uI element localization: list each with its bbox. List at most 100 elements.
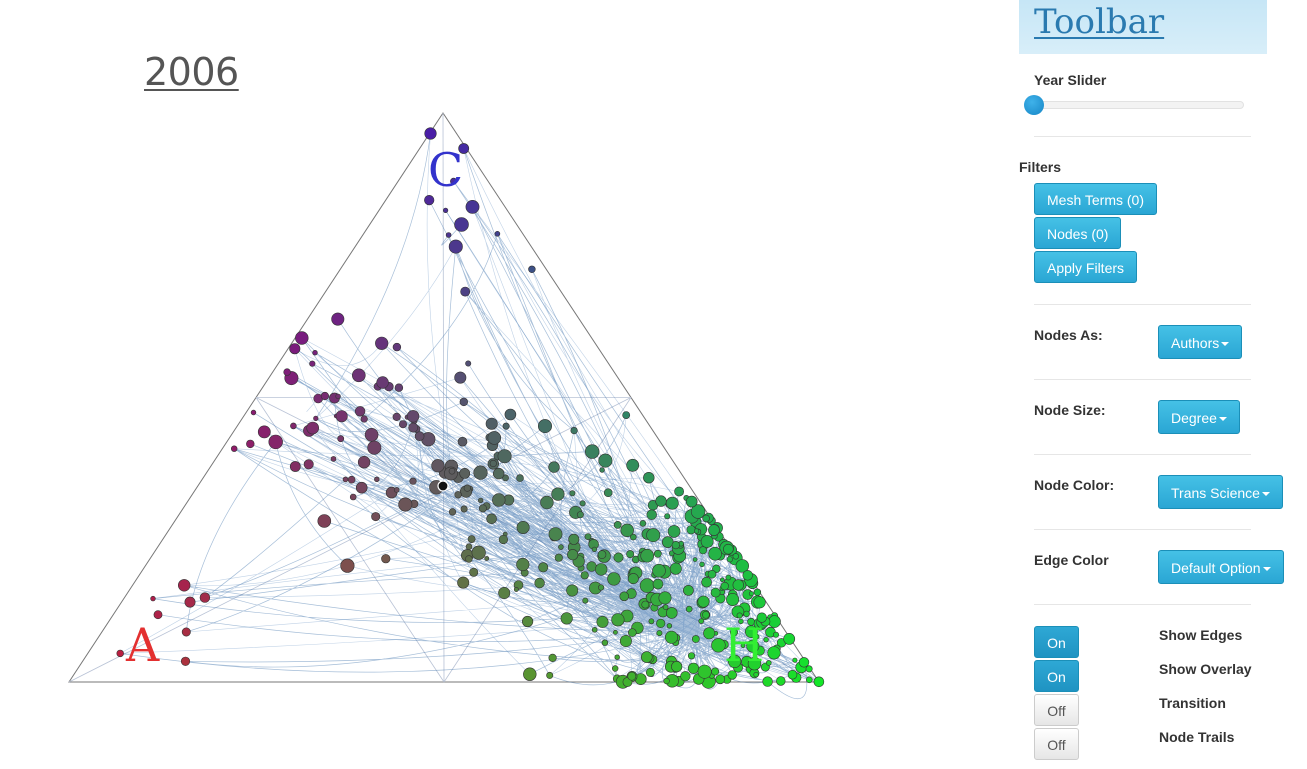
- toolbar-panel: Toolbar Year Slider Filters Mesh Terms (…: [1019, 0, 1284, 769]
- network-node: [445, 232, 452, 238]
- transition-toggle[interactable]: Off: [1034, 694, 1079, 726]
- network-node: [611, 613, 625, 627]
- network-node: [487, 431, 502, 445]
- node-trails-toggle[interactable]: Off: [1034, 728, 1079, 760]
- network-node: [720, 581, 729, 591]
- network-node: [153, 610, 163, 620]
- network-node: [548, 527, 563, 541]
- network-node: [354, 406, 366, 417]
- network-node: [701, 576, 712, 588]
- network-node: [335, 410, 348, 423]
- show-overlay-label: Show Overlay: [1159, 661, 1252, 677]
- apply-filters-button[interactable]: Apply Filters: [1034, 251, 1138, 283]
- caret-down-icon: [1221, 342, 1230, 347]
- network-node: [613, 629, 618, 635]
- network-node: [303, 459, 314, 470]
- network-node: [725, 574, 732, 581]
- network-node: [611, 665, 619, 672]
- network-node: [414, 431, 425, 442]
- network-node: [658, 591, 672, 605]
- toolbar-header: Toolbar: [1019, 0, 1267, 54]
- network-node: [753, 671, 759, 678]
- node-color-dropdown[interactable]: Trans Science: [1158, 475, 1283, 509]
- corner-label-c: C: [428, 143, 464, 197]
- network-node: [732, 579, 744, 591]
- network-node: [663, 677, 670, 685]
- network-node: [534, 577, 545, 589]
- network-node: [569, 490, 576, 497]
- node-color-value: Trans Science: [1171, 485, 1260, 501]
- network-node: [746, 639, 760, 653]
- network-node: [702, 610, 710, 619]
- network-node: [398, 497, 413, 512]
- network-node: [567, 549, 579, 561]
- divider: [1034, 604, 1251, 605]
- network-node: [375, 336, 389, 350]
- show-edges-toggle[interactable]: On: [1034, 626, 1079, 658]
- network-node: [707, 569, 717, 579]
- network-node: [627, 573, 639, 585]
- network-node: [497, 449, 512, 464]
- network-node: [342, 476, 349, 483]
- network-node: [371, 512, 381, 522]
- network-node: [498, 586, 511, 599]
- network-node: [711, 638, 726, 653]
- network-node: [639, 520, 647, 527]
- nodes-as-value: Authors: [1171, 335, 1220, 351]
- edge-color-dropdown[interactable]: Default Option: [1158, 550, 1284, 584]
- network-node: [393, 487, 400, 493]
- network-node: [813, 676, 825, 688]
- network-node: [374, 476, 380, 482]
- network-node: [465, 555, 473, 563]
- network-node: [457, 576, 470, 589]
- nodes-as-label: Nodes As:: [1034, 327, 1103, 343]
- mesh-terms-button[interactable]: Mesh Terms (0): [1034, 183, 1157, 215]
- overlay-line: [68, 397, 632, 683]
- show-overlay-toggle[interactable]: On: [1034, 660, 1079, 692]
- network-node: [257, 425, 271, 439]
- network-node: [745, 625, 758, 638]
- network-node: [493, 467, 505, 480]
- network-node: [523, 667, 537, 681]
- network-node: [392, 342, 402, 352]
- network-node: [409, 477, 417, 485]
- network-node: [448, 467, 456, 475]
- network-node: [548, 653, 557, 663]
- network-node: [591, 546, 598, 553]
- network-node: [626, 458, 640, 472]
- network-node: [554, 553, 563, 562]
- year-slider-track[interactable]: [1034, 101, 1244, 109]
- nodes-filter-button[interactable]: Nodes (0): [1034, 217, 1122, 249]
- network-node: [607, 572, 621, 586]
- network-node: [719, 577, 725, 583]
- network-node: [762, 676, 773, 687]
- network-node: [454, 371, 467, 384]
- network-node: [516, 557, 530, 572]
- nodes-as-dropdown[interactable]: Authors: [1158, 325, 1243, 359]
- network-node: [756, 612, 767, 623]
- overlay-grid: [68, 112, 820, 683]
- year-slider-handle[interactable]: [1024, 95, 1044, 115]
- network-node: [738, 618, 744, 625]
- network-node: [603, 488, 613, 498]
- network-node: [521, 615, 534, 628]
- network-node: [357, 456, 371, 469]
- edges-layer: [120, 133, 820, 700]
- node-size-dropdown[interactable]: Degree: [1158, 400, 1240, 434]
- node-size-value: Degree: [1171, 410, 1217, 426]
- network-node: [655, 495, 667, 507]
- network-node: [478, 497, 484, 504]
- network-visualization[interactable]: 2006 C A H: [0, 0, 1000, 769]
- network-node: [463, 484, 471, 492]
- edge-color-label: Edge Color: [1034, 552, 1109, 568]
- network-node: [667, 525, 681, 538]
- network-node: [656, 630, 663, 637]
- toolbar-title[interactable]: Toolbar: [1034, 2, 1165, 42]
- network-node: [485, 417, 498, 430]
- network-node: [394, 383, 404, 392]
- network-node: [360, 415, 368, 423]
- ternary-plot[interactable]: [0, 0, 1000, 769]
- network-node: [653, 549, 662, 558]
- network-node: [620, 523, 634, 537]
- network-node: [551, 487, 565, 501]
